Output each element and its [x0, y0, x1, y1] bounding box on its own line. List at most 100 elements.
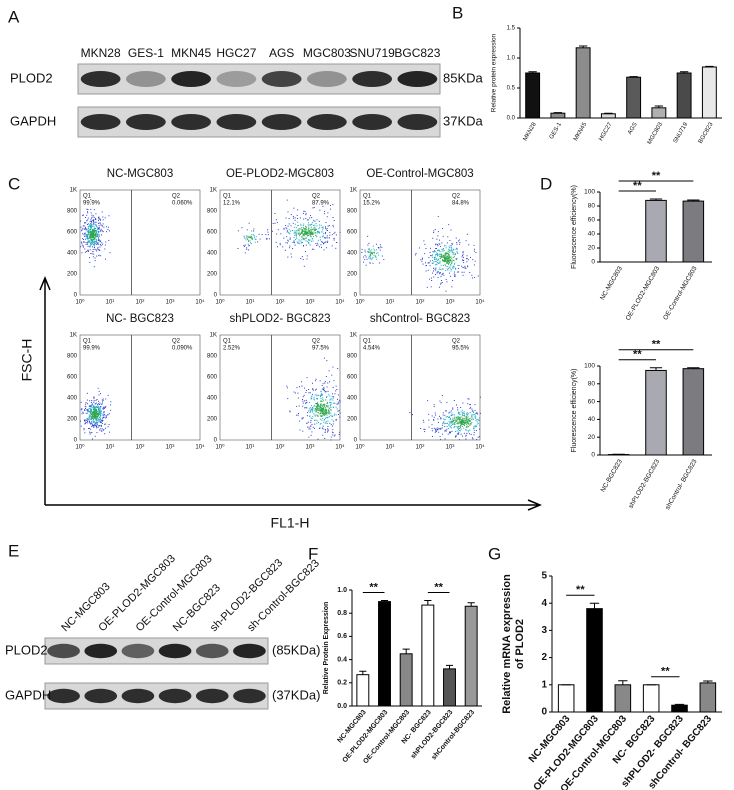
- flow-event: [467, 423, 469, 425]
- flow-event: [369, 258, 371, 260]
- error-bar: [604, 112, 613, 114]
- flow-event: [297, 242, 299, 244]
- flow-event: [93, 235, 95, 237]
- flow-event: [438, 431, 440, 433]
- flow-event: [436, 427, 438, 429]
- flow-event: [436, 428, 438, 430]
- flow-event: [444, 410, 446, 412]
- flow-event: [456, 416, 458, 418]
- flow-event: [336, 403, 338, 405]
- flow-event: [433, 267, 435, 269]
- flow-event: [99, 408, 101, 410]
- flow-event: [93, 425, 95, 427]
- flow-event: [293, 241, 295, 243]
- flow-event: [334, 393, 336, 395]
- flow-event: [250, 243, 252, 245]
- flow-event: [304, 387, 306, 389]
- flow-event: [86, 417, 88, 419]
- lane-label: BGC823: [394, 46, 440, 60]
- flow-event: [90, 232, 92, 234]
- flow-event: [322, 417, 324, 419]
- flow-event: [313, 224, 315, 226]
- flow-event: [452, 423, 454, 425]
- bar: [575, 47, 591, 119]
- flow-event: [459, 428, 461, 430]
- flow-event: [92, 229, 94, 231]
- flow-event: [102, 216, 104, 218]
- flow-event: [92, 415, 94, 417]
- flow-event: [87, 227, 89, 229]
- blot-band: [306, 71, 347, 87]
- x-tick-label: AGS: [627, 122, 639, 136]
- flow-event: [321, 411, 323, 413]
- error-bar: [703, 680, 713, 683]
- flow-event: [436, 263, 438, 265]
- flow-event: [87, 209, 89, 211]
- flow-event: [430, 277, 432, 279]
- y-tick-label: 3: [541, 625, 547, 636]
- flow-event: [458, 431, 460, 433]
- flow-event: [310, 232, 312, 234]
- flow-event: [463, 427, 465, 429]
- flow-x-tick-label: 10¹: [386, 445, 395, 451]
- flow-event: [100, 406, 102, 408]
- flow-x-tick-label: 10³: [446, 445, 455, 451]
- flow-event: [96, 409, 98, 411]
- flow-event: [320, 416, 322, 418]
- flow-event: [93, 219, 95, 221]
- flow-event: [102, 401, 104, 403]
- flow-event: [452, 253, 454, 255]
- flow-event: [94, 406, 96, 408]
- flow-event: [458, 422, 460, 424]
- flow-event: [293, 391, 295, 393]
- flow-event: [94, 421, 96, 423]
- flow-event: [89, 400, 91, 402]
- flow-event: [469, 412, 471, 414]
- flow-event: [326, 216, 328, 218]
- error-bar: [674, 703, 685, 706]
- flow-event: [372, 256, 374, 258]
- flow-event: [324, 237, 326, 239]
- flow-event: [333, 420, 335, 422]
- blot-band: [195, 688, 229, 704]
- flow-event: [470, 417, 472, 419]
- lane-label: sh-Control-BGC823: [245, 557, 322, 634]
- flow-event: [298, 231, 300, 233]
- flow-event: [324, 404, 326, 406]
- flow-event: [465, 418, 467, 420]
- flow-event: [87, 409, 89, 411]
- flow-event: [327, 240, 329, 242]
- flow-event: [445, 269, 447, 271]
- flow-event: [313, 248, 315, 250]
- flow-event: [99, 249, 101, 251]
- flow-event: [92, 411, 94, 413]
- flow-event: [268, 238, 270, 240]
- flow-event: [323, 403, 325, 405]
- flow-event: [311, 382, 313, 384]
- flow-event: [302, 237, 304, 239]
- flow-event: [322, 425, 324, 427]
- flow-event: [91, 235, 93, 237]
- flow-event: [414, 254, 416, 256]
- flow-event: [92, 241, 94, 243]
- flow-event: [327, 237, 329, 239]
- flow-event: [320, 404, 322, 406]
- flow-event: [291, 256, 293, 258]
- flow-event: [448, 258, 450, 260]
- flow-event: [448, 262, 450, 264]
- flow-event: [285, 242, 287, 244]
- flow-event: [308, 410, 310, 412]
- flow-event: [248, 245, 250, 247]
- flow-event: [451, 248, 453, 250]
- flow-event: [453, 423, 455, 425]
- flow-event: [100, 228, 102, 230]
- y-tick-label: 0: [541, 707, 547, 718]
- flow-event: [370, 251, 372, 253]
- flow-event: [89, 234, 91, 236]
- flow-event: [329, 422, 331, 424]
- flow-event: [89, 226, 91, 228]
- flow-event: [102, 413, 104, 415]
- flow-y-tick-label: 1K: [70, 188, 77, 194]
- flow-event: [302, 238, 304, 240]
- flow-event: [454, 423, 456, 425]
